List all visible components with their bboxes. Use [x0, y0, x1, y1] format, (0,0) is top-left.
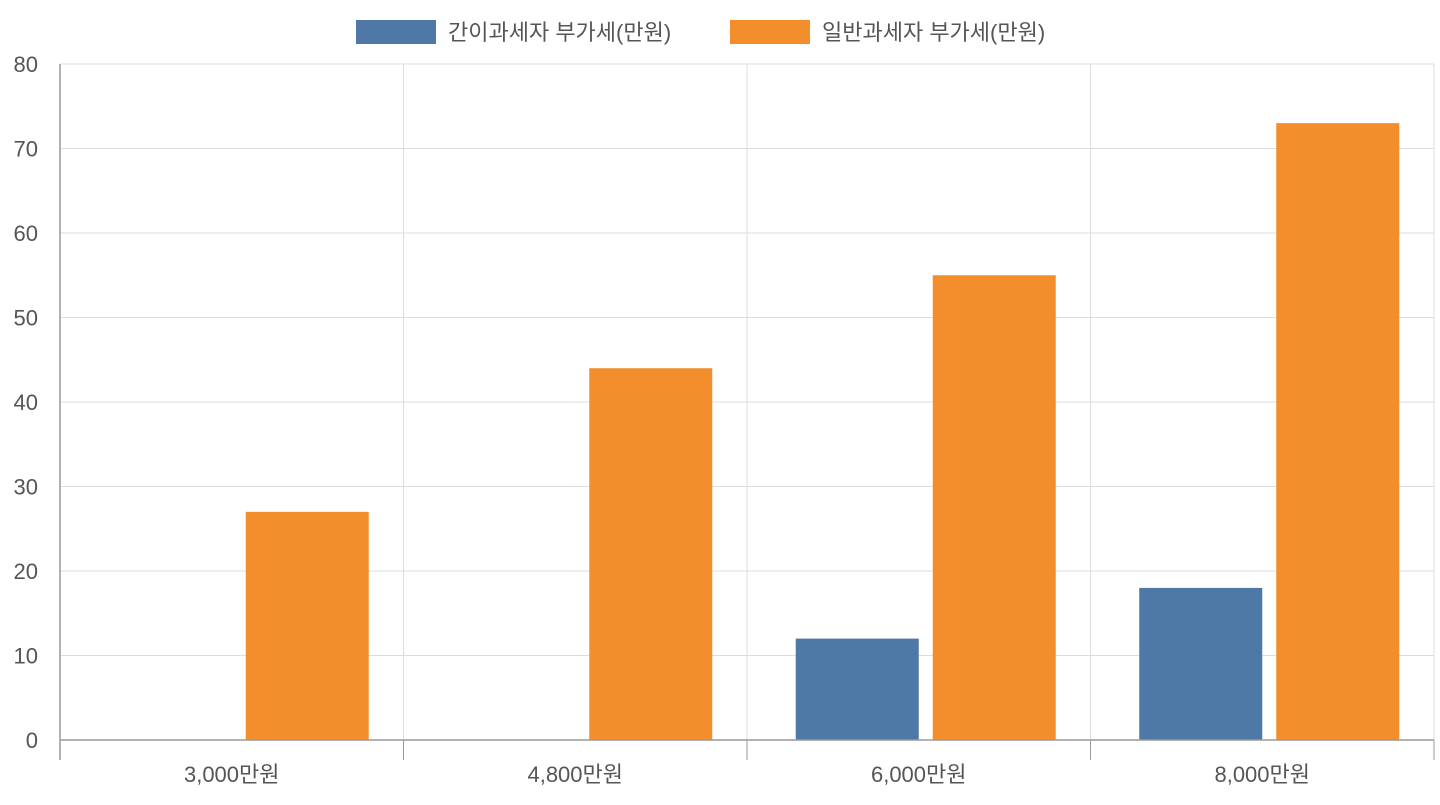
bar-general-taxpayer — [1276, 123, 1400, 740]
x-tick-label: 4,800만원 — [527, 762, 623, 787]
bars — [245, 123, 1400, 740]
y-tick-label: 60 — [14, 221, 38, 246]
y-tick-label: 50 — [14, 306, 38, 331]
legend-swatch — [730, 20, 810, 44]
y-tick-label: 40 — [14, 390, 38, 415]
x-axis-ticks: 3,000만원 4,800만원 6,000만원 8,000만원 — [184, 762, 1310, 787]
legend-label: 간이과세자 부가세(만원) — [448, 20, 671, 45]
x-tick-label: 6,000만원 — [871, 762, 967, 787]
bar-general-taxpayer — [245, 511, 369, 740]
bar-general-taxpayer — [589, 368, 713, 740]
bar-simplified-taxpayer — [1139, 587, 1263, 740]
axes — [59, 64, 1435, 760]
y-tick-label: 20 — [14, 559, 38, 584]
y-tick-label: 80 — [14, 52, 38, 77]
x-tick-label: 8,000만원 — [1214, 762, 1310, 787]
legend-swatch — [356, 20, 436, 44]
bar-general-taxpayer — [932, 275, 1056, 740]
y-axis-ticks: 0 10 20 30 40 50 60 70 80 — [14, 52, 38, 753]
legend-label: 일반과세자 부가세(만원) — [822, 20, 1045, 45]
legend: 간이과세자 부가세(만원) 일반과세자 부가세(만원) — [356, 20, 1045, 45]
x-tick-label: 3,000만원 — [184, 762, 280, 787]
y-tick-label: 30 — [14, 475, 38, 500]
bar-simplified-taxpayer — [795, 638, 919, 740]
y-tick-label: 10 — [14, 644, 38, 669]
y-tick-label: 70 — [14, 137, 38, 162]
y-tick-label: 0 — [26, 728, 38, 753]
